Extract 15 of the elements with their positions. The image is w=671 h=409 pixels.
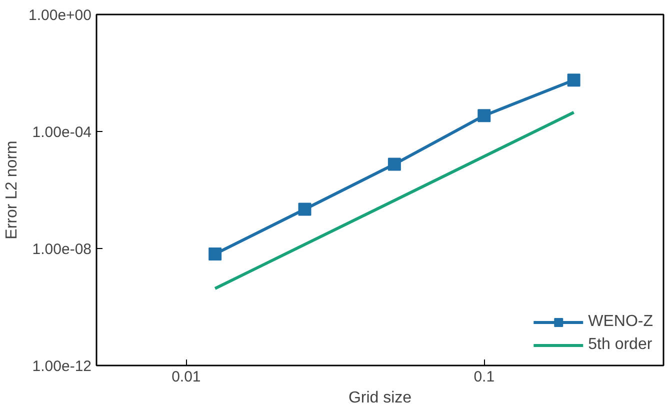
y-tick-label: 1.00e+00 <box>28 7 92 24</box>
x-axis-title: Grid size <box>348 390 412 406</box>
x-tick-label: 0.1 <box>474 368 495 386</box>
y-tick-label: 1.00e-04 <box>32 124 92 141</box>
x-tick-label: 0.01 <box>172 368 201 386</box>
point <box>388 158 401 171</box>
y-tick-label: 1.00e-12 <box>32 358 92 375</box>
point <box>478 109 491 122</box>
point <box>567 74 580 87</box>
point <box>298 202 312 216</box>
y-tick-label: 1.00e-08 <box>32 241 92 258</box>
legend-label: WENO-Z <box>588 313 653 331</box>
point <box>208 247 222 260</box>
y-axis-title: Error L2 norm <box>4 140 21 240</box>
legend-label: 5th order <box>588 336 652 354</box>
